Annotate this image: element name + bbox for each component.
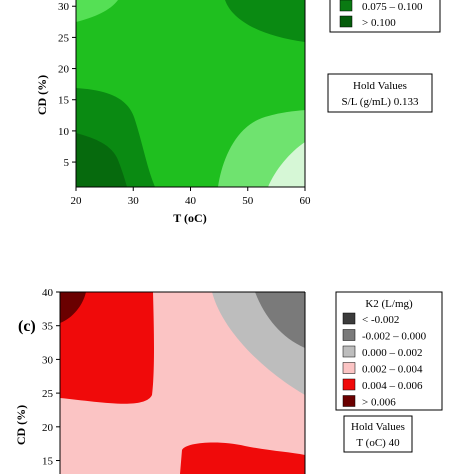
legend-b-swatch bbox=[342, 345, 356, 358]
y-tick-label-a: 25 bbox=[58, 32, 70, 44]
contour-regions-a bbox=[76, 0, 305, 187]
y-tick-label-b: 30 bbox=[42, 354, 54, 366]
y-tick-label-b: 40 bbox=[42, 287, 54, 299]
hold-values-a-title: Hold Values bbox=[353, 80, 407, 92]
region-a-top-right-dark bbox=[225, 0, 305, 42]
legend-a-swatch bbox=[339, 0, 353, 12]
hold-values-b-text: T (oC) 40 bbox=[356, 437, 400, 449]
hold-values-a-text: S/L (g/mL) 0.133 bbox=[342, 96, 419, 108]
contour-regions-b bbox=[60, 292, 305, 474]
legend-b-swatch bbox=[342, 395, 356, 407]
hold-values-b: Hold Values T (oC) 40 bbox=[343, 415, 413, 453]
legend-b-label: 0.000 – 0.002 bbox=[362, 347, 423, 359]
legend-b-swatch bbox=[342, 329, 356, 341]
hold-values-b-title: Hold Values bbox=[351, 421, 405, 433]
legend-b-label: 0.002 – 0.004 bbox=[362, 364, 423, 376]
legend-a-label: > 0.100 bbox=[362, 17, 396, 29]
legend-b-label: < -0.002 bbox=[362, 314, 399, 326]
region-b-top-left-dark-red bbox=[60, 292, 86, 323]
y-tick-label-a: 10 bbox=[58, 126, 70, 138]
y-tick-label-b: 20 bbox=[42, 422, 54, 434]
x-tick-label-a: 50 bbox=[242, 195, 254, 207]
y-tick-label-a: 30 bbox=[58, 1, 70, 13]
legend-a: 0.075 – 0.100 > 0.100 bbox=[329, 0, 441, 33]
legend-b-label: -0.002 – 0.000 bbox=[362, 331, 427, 343]
x-tick-label-a: 20 bbox=[71, 195, 83, 207]
legend-a-swatch bbox=[339, 15, 353, 28]
legend-b-entries: < -0.002 -0.002 – 0.000 0.000 – 0.002 0.002… bbox=[342, 312, 427, 409]
y-tick-label-b: 15 bbox=[42, 456, 54, 468]
y-tick-label-a: 5 bbox=[64, 157, 70, 169]
legend-a-label: 0.075 – 0.100 bbox=[362, 1, 423, 13]
legend-b: K2 (L/mg) < -0.002 -0.002 – 0.000 0.000 – … bbox=[335, 291, 443, 411]
hold-values-b-box bbox=[343, 415, 413, 453]
x-tick-label-a: 40 bbox=[185, 195, 197, 207]
ticks-a: 20 30 40 50 60 5 10 15 20 25 30 bbox=[58, 1, 311, 207]
legend-b-title: K2 (L/mg) bbox=[365, 298, 413, 310]
ticks-b: 15 20 25 30 35 40 bbox=[42, 287, 60, 468]
y-axis-title-a: CD (%) bbox=[35, 75, 49, 115]
legend-b-swatch bbox=[342, 362, 356, 374]
y-tick-label-a: 15 bbox=[58, 95, 70, 107]
contour-plot-b: 15 20 25 30 35 40 CD (%) bbox=[14, 287, 306, 474]
legend-b-swatch bbox=[342, 312, 356, 325]
region-b-left-red bbox=[60, 292, 154, 404]
legend-b-label: 0.004 – 0.006 bbox=[362, 380, 423, 392]
panel-label-c: (c) bbox=[18, 318, 36, 335]
y-axis-title-b: CD (%) bbox=[14, 405, 28, 445]
x-tick-label-a: 60 bbox=[300, 195, 312, 207]
hold-values-a-box bbox=[327, 73, 433, 113]
legend-b-swatch bbox=[342, 378, 356, 391]
region-a-top-left-light bbox=[76, 0, 118, 22]
x-axis-title-a: T (oC) bbox=[173, 211, 206, 225]
region-b-top-right-dark-gray bbox=[255, 292, 305, 348]
y-tick-label-a: 20 bbox=[58, 64, 70, 76]
legend-a-entries: 0.075 – 0.100 > 0.100 bbox=[339, 0, 423, 29]
hold-values-a: Hold Values S/L (g/mL) 0.133 bbox=[327, 73, 433, 113]
y-tick-label-b: 25 bbox=[42, 388, 54, 400]
x-tick-label-a: 30 bbox=[128, 195, 140, 207]
y-tick-label-b: 35 bbox=[42, 321, 54, 333]
region-a-bottom-right-lighter bbox=[268, 142, 305, 187]
region-b-bottom-right-red bbox=[180, 442, 305, 474]
contour-plot-a: 20 30 40 50 60 5 10 15 20 25 30 T (oC) CD (%) bbox=[35, 0, 311, 225]
region-a-bottom-left-darker bbox=[76, 133, 127, 187]
legend-b-label: > 0.006 bbox=[362, 397, 396, 409]
